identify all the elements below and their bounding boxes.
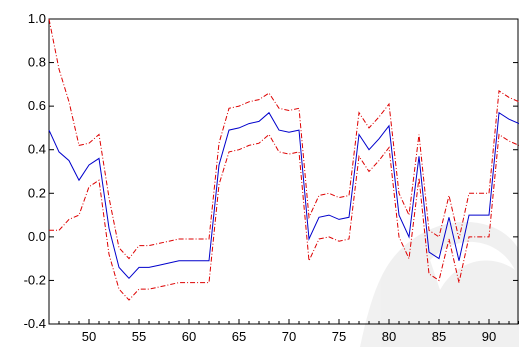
y-tick-label: 0.0 <box>28 229 46 244</box>
plot-frame <box>48 18 519 325</box>
x-tick-label: 70 <box>282 329 296 344</box>
x-tick-label: 60 <box>182 329 196 344</box>
y-tick-label: -0.4 <box>24 316 46 331</box>
y-tick-label: -0.2 <box>24 272 46 287</box>
x-tick-label: 65 <box>232 329 246 344</box>
x-tick-label: 85 <box>432 329 446 344</box>
x-tick-label: 50 <box>82 329 96 344</box>
x-tick-label: 80 <box>382 329 396 344</box>
tick-labels-group: -0.4 -0.2 0.0 0.2 0.4 0.6 0.8 1.0 50 55 60 65 70 75 80… <box>24 11 497 344</box>
confidence-band-line <box>49 133 519 301</box>
watermark-graphic <box>360 221 519 347</box>
y-tick-label: 0.6 <box>28 98 46 113</box>
confidence-band-line <box>48 18 519 260</box>
y-tick-label: 1.0 <box>28 11 46 26</box>
estimate-line <box>48 111 519 280</box>
y-tick-label: 0.8 <box>28 55 46 70</box>
x-tick-label: 90 <box>482 329 496 344</box>
y-tick-label: 0.2 <box>28 185 46 200</box>
series-group <box>48 18 519 301</box>
axes-group <box>48 18 519 325</box>
x-tick-label: 55 <box>132 329 146 344</box>
y-tick-label: 0.4 <box>28 142 46 157</box>
x-tick-label: 75 <box>332 329 346 344</box>
